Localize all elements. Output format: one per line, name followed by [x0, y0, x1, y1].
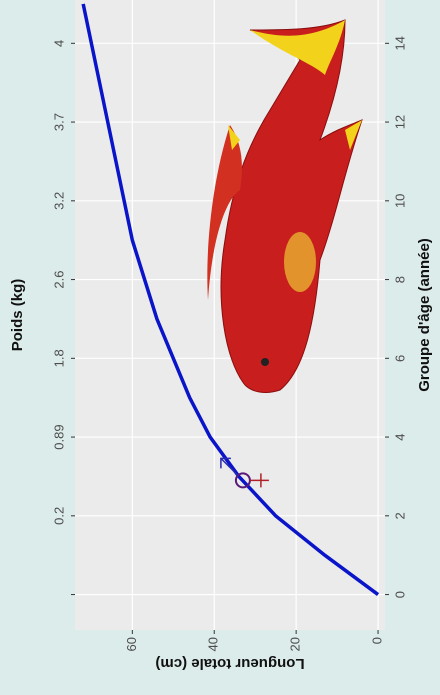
y-tick-label: 0 [369, 637, 384, 644]
top-axis-title: Poids (kg) [9, 279, 26, 352]
top-tick-label: 0.89 [51, 424, 66, 449]
x-tick-label: 8 [392, 276, 407, 283]
top-tick-label: 3.7 [51, 113, 66, 131]
x-tick-label: 12 [392, 115, 407, 129]
top-tick-label: 3.2 [51, 192, 66, 210]
y-tick-label: 20 [288, 637, 303, 651]
growth-line [81, 3, 380, 596]
x-tick-label: 6 [392, 355, 407, 362]
top-tick-label: 2.6 [51, 271, 66, 289]
x-tick-label: 14 [392, 36, 407, 50]
x-axis-title: Groupe d'âge (année) [416, 238, 433, 392]
x-tick-label: 2 [392, 512, 407, 519]
top-tick-label: 0.2 [51, 507, 66, 525]
male-arrow [220, 457, 239, 476]
y-tick-label: 40 [206, 637, 221, 651]
y-axis-title: Longueur totale (cm) [155, 655, 304, 672]
fish-illustration [207, 19, 363, 393]
x-tick-label: 10 [392, 194, 407, 208]
female-cross [249, 473, 269, 488]
x-tick-label: 4 [392, 433, 407, 440]
plot-frame: 0 2 4 6 8 10 12 14 0 20 40 60 0.2 0.89 1.8 2.6 3.2 3.7 4 Gr… [9, 0, 433, 672]
x-tick-label: 0 [392, 591, 407, 598]
top-tick-label: 1.8 [51, 349, 66, 367]
y-tick-label: 60 [124, 637, 139, 651]
top-tick-label: 4 [51, 40, 66, 47]
